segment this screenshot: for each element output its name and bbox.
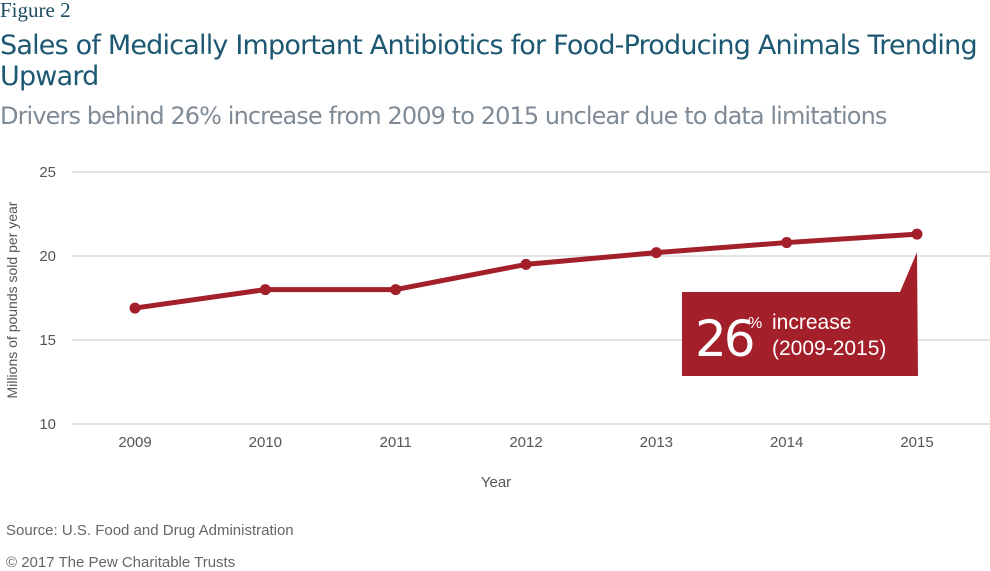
y-tick-25: 25 xyxy=(39,164,56,181)
y-axis-label: Millions of pounds sold per year xyxy=(4,201,20,398)
y-tick-15: 15 xyxy=(39,332,56,349)
x-tick-2012: 2012 xyxy=(509,434,542,451)
callout-word: increase xyxy=(772,311,851,334)
data-point-2014 xyxy=(781,237,793,249)
callout-percent: % xyxy=(748,315,762,332)
data-point-2011 xyxy=(390,284,402,296)
data-point-2012 xyxy=(520,258,532,270)
y-tick-labels: 10 15 20 25 xyxy=(39,164,56,433)
x-tick-labels: 2009 2010 2011 2012 2013 2014 2015 xyxy=(118,434,933,451)
y-tick-20: 20 xyxy=(39,248,56,265)
callout-big-number: 26 xyxy=(695,310,753,368)
figure-label: Figure 2 xyxy=(0,0,71,22)
chart-title: Sales of Medically Important Antibiotics… xyxy=(0,30,978,92)
callout-range: (2009-2015) xyxy=(772,337,886,360)
x-tick-2014: 2014 xyxy=(770,434,803,451)
copyright-note: © 2017 The Pew Charitable Trusts xyxy=(6,554,236,571)
series-sales xyxy=(129,228,923,314)
chart-subtitle: Drivers behind 26% increase from 2009 to… xyxy=(0,102,887,130)
x-tick-2011: 2011 xyxy=(380,434,412,451)
data-point-2015 xyxy=(911,228,923,240)
data-point-2009 xyxy=(129,302,141,314)
callout-box xyxy=(682,252,918,376)
x-tick-2010: 2010 xyxy=(249,434,282,451)
data-point-2013 xyxy=(650,247,662,259)
data-point-2010 xyxy=(259,284,271,296)
x-tick-2015: 2015 xyxy=(900,434,933,451)
source-note: Source: U.S. Food and Drug Administratio… xyxy=(6,522,294,539)
y-tick-10: 10 xyxy=(39,416,56,433)
x-tick-2009: 2009 xyxy=(118,434,151,451)
increase-callout: 26 % increase (2009-2015) xyxy=(682,252,918,376)
x-axis-label: Year xyxy=(481,474,511,491)
x-tick-2013: 2013 xyxy=(640,434,673,451)
